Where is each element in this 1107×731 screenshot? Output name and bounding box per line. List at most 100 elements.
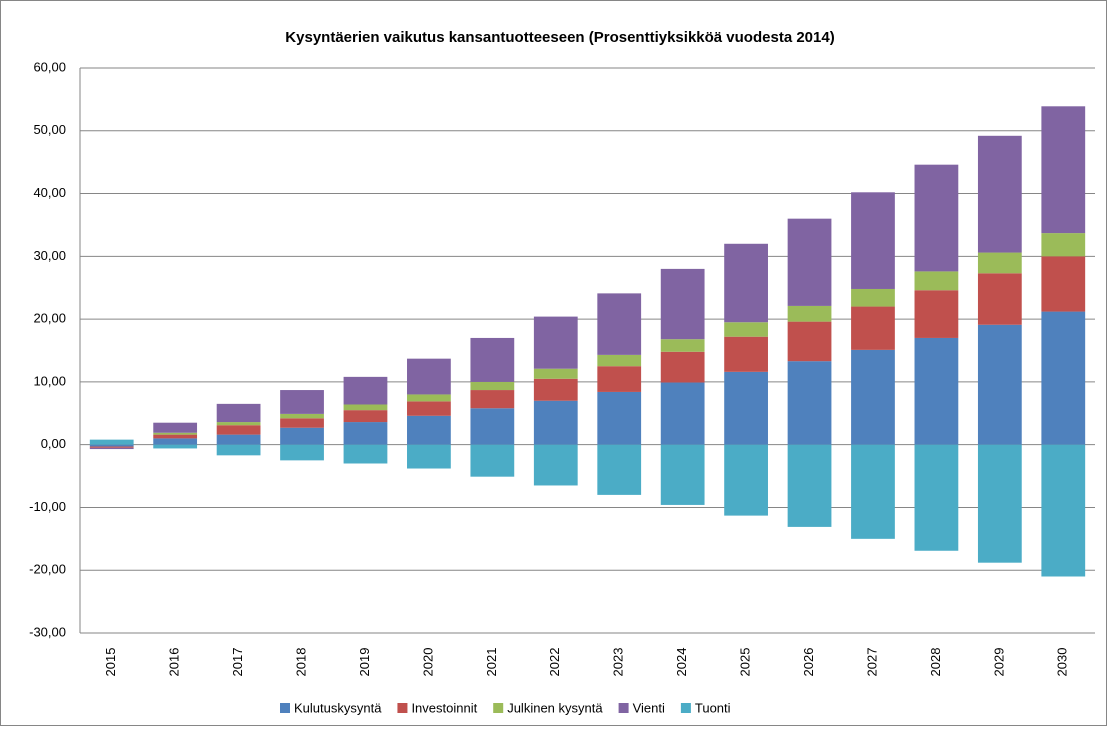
x-tick-label: 2022 — [547, 648, 562, 677]
y-tick-label: -30,00 — [29, 624, 66, 639]
legend-label: Kulutuskysyntä — [294, 700, 382, 715]
bar-segment — [1041, 106, 1086, 234]
bar-segment — [216, 403, 261, 423]
bar-segment — [343, 410, 388, 423]
bar-segment — [977, 444, 1022, 563]
bar-segment — [660, 351, 705, 383]
x-tick-label: 2030 — [1055, 648, 1070, 677]
bar-segment — [851, 192, 895, 289]
bar-segment — [724, 444, 768, 516]
bar-segment — [597, 444, 642, 495]
bar-segment — [787, 321, 832, 362]
bar-segment — [89, 444, 134, 447]
x-tick-label: 2028 — [928, 648, 943, 677]
bar-segment — [216, 422, 261, 426]
bar-segment — [153, 434, 198, 439]
legend-swatch — [680, 703, 691, 713]
bar-segment — [851, 288, 895, 307]
bar-segment — [407, 401, 451, 416]
legend-swatch — [618, 703, 629, 713]
bar-segment — [533, 444, 578, 486]
x-tick-label: 2018 — [293, 648, 308, 677]
bar-segment — [533, 368, 578, 379]
bar-segment — [914, 337, 959, 445]
legend-swatch — [280, 703, 290, 713]
bar-segment — [153, 444, 198, 449]
bar-segment — [660, 339, 705, 352]
bar-segment — [724, 243, 768, 323]
bar-segment — [724, 336, 768, 372]
x-tick-label: 2017 — [230, 648, 245, 677]
bar-segment — [851, 349, 895, 445]
bar-segment — [597, 293, 642, 355]
y-tick-label: 50,00 — [33, 122, 66, 137]
bar-segment — [977, 252, 1022, 274]
bar-segment — [89, 447, 134, 450]
bar-segment — [153, 438, 198, 445]
bar-segment — [470, 390, 515, 409]
bar-segment — [787, 305, 832, 322]
x-tick-label: 2021 — [484, 648, 499, 677]
bar-segment — [343, 444, 388, 464]
bar-segment — [977, 324, 1022, 445]
bar-segment — [153, 432, 198, 435]
y-tick-label: 60,00 — [33, 59, 66, 74]
y-tick-label: 20,00 — [33, 311, 66, 326]
bar-segment — [851, 444, 895, 539]
legend-label: Investoinnit — [411, 700, 477, 715]
x-tick-label: 2023 — [611, 648, 626, 677]
bar-segment — [407, 444, 451, 469]
bar-segment — [533, 378, 578, 401]
y-tick-label: 40,00 — [33, 185, 66, 200]
bar-segment — [470, 337, 515, 382]
x-tick-label: 2020 — [420, 648, 435, 677]
x-tick-label: 2026 — [801, 648, 816, 677]
bar-segment — [216, 434, 261, 445]
y-tick-label: -10,00 — [29, 499, 66, 514]
y-tick-label: 30,00 — [33, 248, 66, 263]
bar-segment — [724, 371, 768, 445]
bar-segment — [280, 444, 324, 461]
bar-segment — [533, 400, 578, 445]
x-tick-label: 2029 — [991, 648, 1006, 677]
bar-segment — [660, 444, 705, 505]
bar-segment — [977, 135, 1022, 253]
bar-segment — [914, 290, 959, 338]
bar-segment — [1041, 444, 1086, 577]
x-tick-label: 2025 — [738, 648, 753, 677]
bar-segment — [914, 444, 959, 551]
chart-title: Kysyntäerien vaikutus kansantuotteeseen … — [285, 29, 834, 46]
x-tick-label: 2024 — [674, 648, 689, 677]
bar-segment — [216, 425, 261, 435]
bar-segment — [280, 413, 324, 419]
x-tick-label: 2019 — [357, 648, 372, 677]
bar-segment — [470, 381, 515, 391]
bar-segment — [851, 306, 895, 350]
bar-segment — [280, 427, 324, 445]
bar-segment — [1041, 311, 1086, 445]
bar-segment — [724, 322, 768, 337]
bar-segment — [89, 446, 134, 448]
bar-segment — [407, 394, 451, 402]
bar-segment — [787, 361, 832, 445]
bar-segment — [914, 271, 959, 291]
bar-segment — [216, 444, 261, 456]
bar-segment — [1041, 256, 1086, 312]
bar-segment — [407, 415, 451, 445]
x-tick-label: 2027 — [864, 648, 879, 677]
bar-segment — [343, 404, 388, 411]
bar-segment — [1041, 233, 1086, 257]
y-tick-label: -20,00 — [29, 562, 66, 577]
bar-segment — [597, 391, 642, 445]
bar-segment — [914, 164, 959, 272]
bar-segment — [280, 390, 324, 414]
bar-segment — [787, 218, 832, 306]
bar-segment — [470, 408, 515, 445]
bar-segment — [597, 354, 642, 367]
legend-swatch — [493, 703, 504, 713]
x-tick-label: 2015 — [103, 648, 118, 677]
legend-label: Vienti — [633, 700, 665, 715]
bar-segment — [787, 444, 832, 527]
legend-swatch — [397, 703, 408, 713]
